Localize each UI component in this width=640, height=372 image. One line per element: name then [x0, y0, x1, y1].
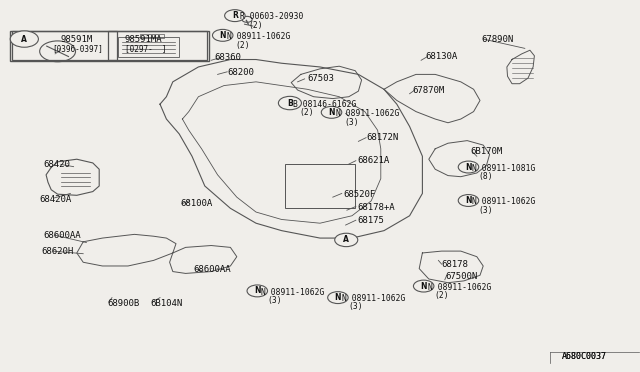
Text: 68100A: 68100A	[180, 199, 212, 208]
Text: N 08911-1062G: N 08911-1062G	[472, 197, 536, 206]
Circle shape	[225, 10, 245, 22]
Text: [0297-  ]: [0297- ]	[125, 45, 167, 54]
Text: N 08911-1062G: N 08911-1062G	[336, 109, 399, 118]
Text: N 08911-1062G: N 08911-1062G	[227, 32, 291, 41]
Text: A: A	[343, 235, 349, 244]
Text: 67890N: 67890N	[481, 35, 513, 44]
Text: 68360: 68360	[214, 53, 241, 62]
Text: 68172N: 68172N	[367, 133, 399, 142]
Text: 68130A: 68130A	[426, 52, 458, 61]
Bar	[118, 37, 179, 57]
Text: A: A	[21, 35, 28, 44]
Text: [0396-0397]: [0396-0397]	[52, 45, 103, 54]
Text: 6B170M: 6B170M	[470, 147, 502, 156]
Text: 68200: 68200	[228, 68, 255, 77]
Bar	[10, 31, 209, 61]
Text: N 08911-1062G: N 08911-1062G	[428, 283, 491, 292]
Text: (3): (3)	[349, 302, 364, 311]
Circle shape	[278, 96, 301, 110]
Circle shape	[212, 29, 233, 41]
Text: (3): (3)	[479, 206, 493, 215]
Bar	[108, 31, 207, 60]
Text: 68175: 68175	[357, 216, 384, 225]
Text: (2): (2)	[236, 41, 250, 50]
Text: R 00603-20930: R 00603-20930	[240, 12, 303, 21]
Text: 67870M: 67870M	[413, 86, 445, 94]
Circle shape	[321, 106, 342, 118]
Bar	[140, 34, 164, 38]
Text: 98591M: 98591M	[61, 35, 93, 44]
Text: N: N	[420, 282, 427, 291]
Text: (3): (3)	[268, 296, 282, 305]
Text: 6B104N: 6B104N	[150, 299, 182, 308]
Text: N: N	[220, 31, 226, 40]
Text: A680C0037: A680C0037	[562, 352, 607, 361]
Circle shape	[247, 285, 268, 297]
Text: 68600AA: 68600AA	[44, 231, 81, 240]
Text: N: N	[254, 286, 260, 295]
Text: (8): (8)	[479, 172, 493, 181]
Text: (2): (2)	[434, 291, 449, 300]
Text: 68420A: 68420A	[40, 195, 72, 203]
Text: N: N	[465, 163, 472, 171]
Text: 67500N: 67500N	[445, 272, 477, 280]
Bar	[285, 164, 355, 208]
Text: N: N	[328, 108, 335, 117]
Text: (3): (3)	[344, 118, 359, 126]
Text: 68620H: 68620H	[42, 247, 74, 256]
Text: 67503: 67503	[307, 74, 334, 83]
Text: 68420: 68420	[44, 160, 70, 169]
Circle shape	[458, 195, 479, 206]
Text: B 08146-6162G: B 08146-6162G	[293, 100, 356, 109]
Text: 68178+A: 68178+A	[357, 203, 395, 212]
Circle shape	[10, 31, 38, 47]
Text: 68520F: 68520F	[343, 190, 375, 199]
Circle shape	[335, 233, 358, 247]
Text: (2): (2)	[248, 21, 263, 30]
Bar	[12, 31, 117, 60]
Text: B: B	[287, 99, 292, 108]
Text: 68600AA: 68600AA	[193, 265, 231, 274]
Text: 98591MA: 98591MA	[125, 35, 163, 44]
Text: N 08911-1081G: N 08911-1081G	[472, 164, 536, 173]
Text: 68178: 68178	[442, 260, 468, 269]
Text: A680C0037: A680C0037	[562, 352, 607, 361]
Text: 68900B: 68900B	[108, 299, 140, 308]
Text: N 08911-1062G: N 08911-1062G	[261, 288, 324, 296]
Circle shape	[328, 292, 348, 304]
Text: 68621A: 68621A	[357, 156, 389, 165]
Circle shape	[458, 161, 479, 173]
Text: N: N	[465, 196, 472, 205]
Text: R: R	[232, 11, 238, 20]
Text: N 08911-1062G: N 08911-1062G	[342, 294, 406, 303]
Circle shape	[413, 280, 434, 292]
Text: (2): (2)	[300, 108, 314, 117]
Text: N: N	[335, 293, 341, 302]
